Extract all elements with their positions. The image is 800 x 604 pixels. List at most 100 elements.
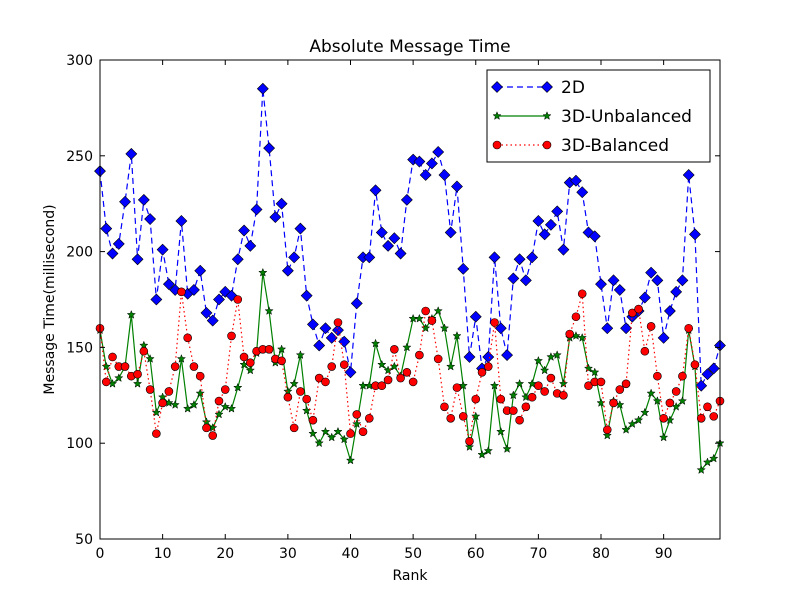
data-point-2-67 bbox=[515, 415, 524, 425]
data-point-1-35 bbox=[314, 438, 324, 448]
data-point-0-90 bbox=[657, 331, 670, 344]
data-point-2-82 bbox=[609, 398, 618, 408]
data-point-2-46 bbox=[383, 375, 393, 385]
data-point-1-88 bbox=[646, 388, 656, 398]
data-point-0-17 bbox=[200, 306, 213, 319]
data-point-2-74 bbox=[559, 390, 568, 400]
data-point-2-29 bbox=[277, 356, 286, 366]
data-point-2-16 bbox=[195, 371, 205, 381]
data-point-0-43 bbox=[363, 251, 376, 264]
plot-frame bbox=[99, 59, 721, 540]
data-point-1-96 bbox=[696, 465, 706, 474]
data-point-0-10 bbox=[156, 243, 169, 256]
data-point-0-70 bbox=[532, 215, 545, 227]
data-point-2-81 bbox=[602, 425, 612, 435]
data-point-0-24 bbox=[244, 239, 257, 252]
data-point-0-15 bbox=[188, 283, 200, 296]
data-point-0-87 bbox=[638, 291, 651, 304]
data-point-1-58 bbox=[458, 380, 468, 390]
data-point-0-27 bbox=[263, 142, 276, 155]
y-tick-label: 100 bbox=[66, 436, 93, 452]
data-point-1-69 bbox=[527, 378, 537, 388]
data-point-2-55 bbox=[440, 402, 449, 412]
data-point-2-70 bbox=[534, 381, 543, 391]
data-point-1-6 bbox=[132, 378, 143, 388]
data-point-1-61 bbox=[477, 449, 487, 459]
data-point-2-19 bbox=[214, 396, 224, 406]
data-point-0-38 bbox=[332, 324, 344, 337]
data-point-2-35 bbox=[314, 373, 324, 383]
data-point-1-67 bbox=[514, 378, 525, 388]
data-point-1-66 bbox=[508, 390, 518, 400]
x-tick-label: 80 bbox=[592, 546, 610, 562]
series-line-0 bbox=[99, 88, 721, 388]
data-point-2-8 bbox=[145, 385, 155, 394]
data-point-2-89 bbox=[653, 371, 662, 381]
data-point-2-31 bbox=[289, 423, 299, 433]
data-point-1-65 bbox=[502, 444, 512, 453]
data-point-1-90 bbox=[658, 432, 669, 442]
data-point-0-84 bbox=[620, 322, 632, 335]
data-point-0-1 bbox=[100, 222, 113, 235]
data-point-2-93 bbox=[678, 371, 687, 381]
data-point-1-36 bbox=[320, 426, 331, 436]
data-point-2-97 bbox=[703, 402, 712, 412]
data-point-1-19 bbox=[214, 409, 224, 419]
data-point-2-34 bbox=[308, 415, 318, 425]
data-point-2-6 bbox=[133, 369, 142, 379]
data-point-0-96 bbox=[695, 379, 708, 392]
data-point-0-41 bbox=[350, 297, 363, 310]
data-point-2-63 bbox=[490, 318, 499, 327]
data-point-0-64 bbox=[494, 322, 507, 335]
chart-title: Absolute Message Time bbox=[309, 37, 510, 57]
data-point-1-98 bbox=[709, 453, 719, 463]
data-point-0-34 bbox=[307, 318, 319, 331]
data-point-1-84 bbox=[621, 424, 631, 434]
data-point-1-27 bbox=[264, 306, 274, 315]
data-point-1-32 bbox=[295, 350, 306, 360]
data-point-2-78 bbox=[584, 381, 593, 391]
data-point-0-6 bbox=[131, 253, 144, 266]
legend-marker-2 bbox=[492, 140, 502, 150]
data-point-0-67 bbox=[513, 253, 526, 266]
data-point-0-54 bbox=[432, 146, 445, 158]
data-point-0-11 bbox=[162, 278, 175, 291]
data-point-0-60 bbox=[469, 310, 482, 323]
data-point-2-45 bbox=[377, 381, 387, 391]
data-point-2-85 bbox=[628, 308, 637, 318]
data-point-1-87 bbox=[640, 407, 650, 417]
data-point-1-56 bbox=[446, 361, 456, 371]
data-point-0-8 bbox=[144, 213, 157, 225]
data-point-0-82 bbox=[607, 274, 620, 287]
data-point-1-22 bbox=[233, 382, 243, 392]
data-point-0-26 bbox=[256, 82, 269, 95]
data-point-1-29 bbox=[276, 344, 287, 354]
data-point-0-48 bbox=[394, 247, 407, 260]
series-line-2 bbox=[99, 291, 721, 442]
data-point-1-31 bbox=[289, 378, 299, 388]
data-point-1-86 bbox=[633, 415, 644, 425]
x-tick-label: 60 bbox=[467, 546, 485, 562]
data-point-1-57 bbox=[452, 331, 462, 340]
data-point-2-18 bbox=[208, 431, 218, 440]
data-point-2-83 bbox=[615, 385, 625, 394]
data-point-0-7 bbox=[137, 193, 150, 206]
data-point-1-51 bbox=[414, 313, 425, 323]
data-point-1-73 bbox=[552, 350, 562, 360]
data-point-0-83 bbox=[613, 283, 626, 296]
data-point-0-93 bbox=[676, 274, 689, 287]
data-point-0-4 bbox=[119, 195, 131, 208]
legend: 2D 3D-Unbalanced 3D-Balanced bbox=[486, 69, 711, 163]
data-point-2-27 bbox=[264, 345, 274, 354]
data-point-1-93 bbox=[677, 396, 688, 406]
data-point-2-92 bbox=[671, 387, 681, 396]
data-point-2-84 bbox=[621, 379, 631, 389]
data-point-0-29 bbox=[275, 197, 288, 210]
legend-marker-1 bbox=[542, 111, 552, 120]
data-point-1-9 bbox=[151, 407, 162, 417]
data-point-0-47 bbox=[388, 232, 401, 245]
data-point-2-68 bbox=[521, 402, 531, 412]
data-point-2-87 bbox=[640, 346, 650, 356]
legend-marker-0 bbox=[541, 81, 553, 93]
data-point-0-53 bbox=[425, 157, 438, 170]
